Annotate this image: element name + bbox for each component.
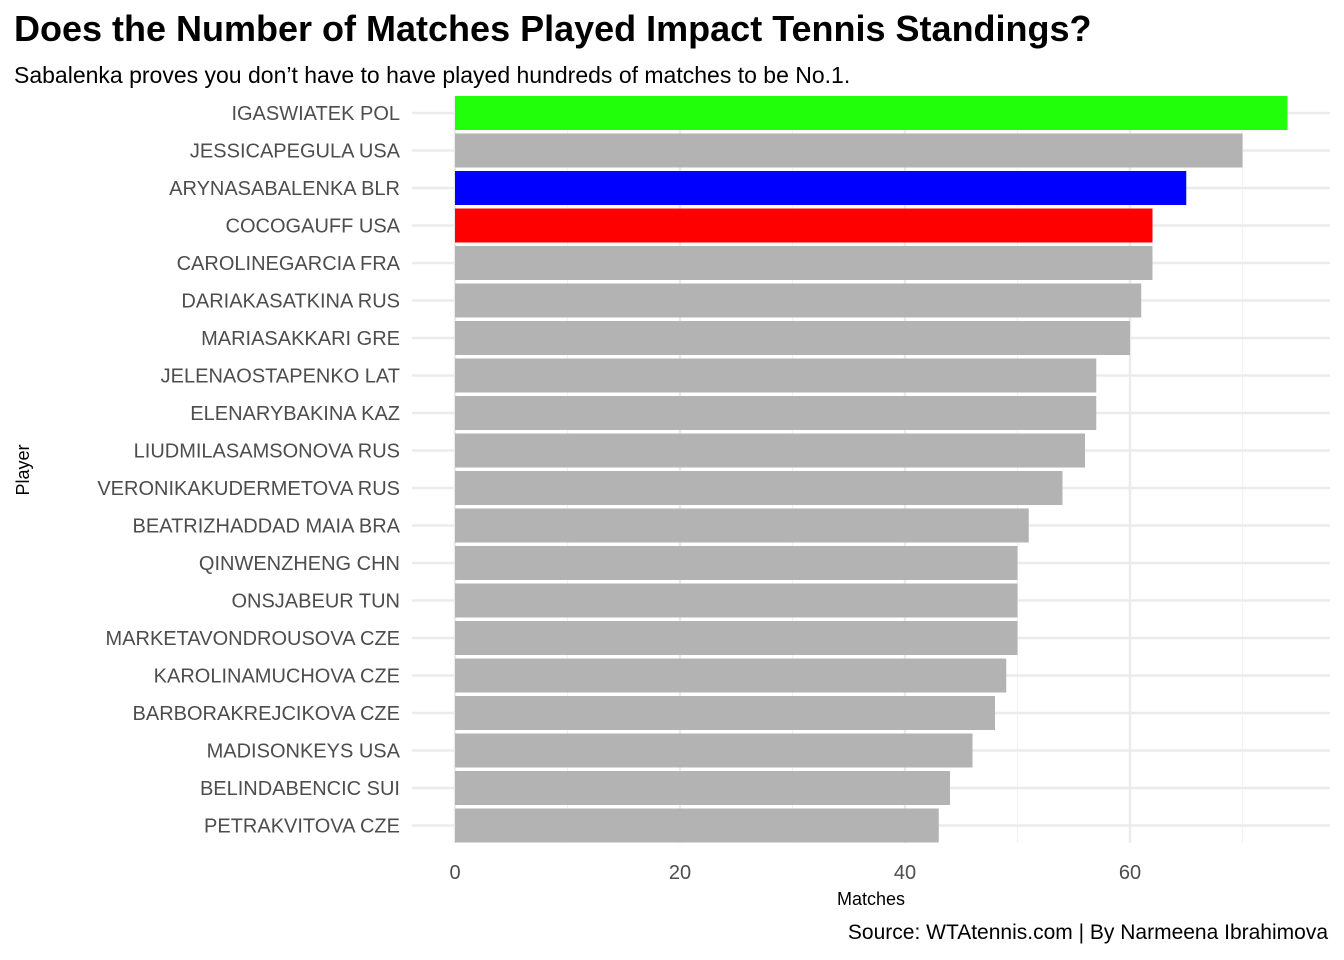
y-category-label: ELENARYBAKINA KAZ [190,403,400,425]
bar [455,433,1085,468]
y-category-label: DARIAKASATKINA RUS [181,291,400,313]
y-category-label: MADISONKEYS USA [207,741,401,763]
bar [455,658,1007,693]
x-tick-label: 20 [669,862,691,884]
bar [455,208,1153,243]
bar [455,96,1288,130]
bar [455,246,1153,280]
y-category-label: JESSICAPEGULA USA [190,141,401,163]
x-tick-label: 60 [1119,862,1141,884]
y-category-label: COCOGAUFF USA [226,216,401,238]
y-category-label: MARIASAKKARI GRE [201,328,400,350]
chart-title: Does the Number of Matches Played Impact… [14,8,1092,49]
bar [455,133,1243,168]
y-category-label: BARBORAKREJCIKOVA CZE [133,703,400,725]
category-labels: IGASWIATEK POL JESSICAPEGULA USA ARYNASABA… [97,103,400,838]
bar [455,171,1187,205]
bar [455,358,1097,393]
y-axis-title: Player [13,444,33,495]
x-axis-title: Matches [837,889,905,909]
x-tick-labels: 0 20 40 60 [449,862,1141,884]
x-tick-label: 0 [449,862,460,884]
y-category-label: KAROLINAMUCHOVA CZE [154,666,400,688]
bar [455,321,1130,355]
y-category-label: VERONIKAKUDERMETOVA RUS [97,478,400,500]
x-tick-label: 40 [894,862,916,884]
y-category-label: ONSJABEUR TUN [231,591,400,613]
y-category-label: BELINDABENCIC SUI [200,778,400,800]
y-category-label: CAROLINEGARCIA FRA [177,253,401,275]
chart-caption: Source: WTAtennis.com | By Narmeena Ibra… [847,921,1328,944]
bar [455,508,1029,543]
bar [455,696,995,730]
bar [455,283,1142,318]
y-category-label: IGASWIATEK POL [231,103,400,125]
bar [455,733,973,768]
y-category-label: LIUDMILASAMSONOVA RUS [134,441,400,463]
bar [455,621,1018,655]
bar [455,471,1063,505]
bar [455,771,950,805]
y-category-label: MARKETAVONDROUSOVA CZE [106,628,400,650]
bar [455,583,1018,618]
y-category-label: ARYNASABALENKA BLR [169,178,400,200]
bar [455,396,1097,430]
gridlines [412,96,1330,843]
y-category-label: JELENAOSTAPENKO LAT [161,366,400,388]
bar [455,808,939,843]
y-category-label: PETRAKVITOVA CZE [204,816,400,838]
chart-subtitle: Sabalenka proves you don’t have to have … [14,62,851,88]
y-category-label: QINWENZHENG CHN [199,553,400,575]
bar [455,546,1018,580]
y-category-label: BEATRIZHADDAD MAIA BRA [133,516,401,538]
bars [455,96,1288,843]
